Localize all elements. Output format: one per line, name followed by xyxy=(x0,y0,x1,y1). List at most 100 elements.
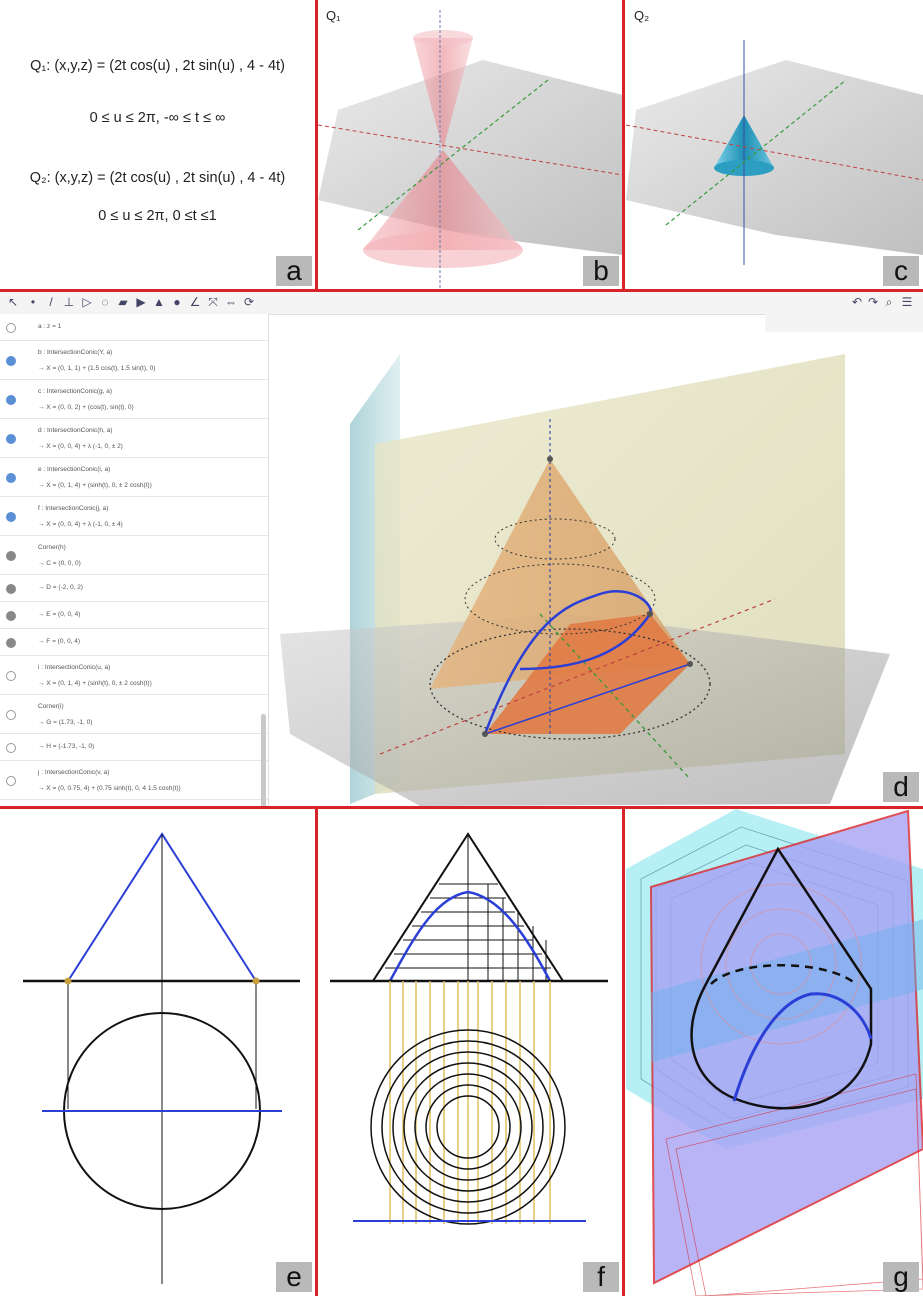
panel-b-title: Q₁ xyxy=(326,8,341,23)
panel-f-tag: f xyxy=(583,1262,619,1292)
algebra-row[interactable]: Corner(i) → G = (1.73, -1, 0) xyxy=(0,695,268,734)
circle-tool-icon[interactable]: ◌ xyxy=(101,295,109,309)
single-cone-3d-view xyxy=(626,40,923,265)
x-axis xyxy=(379,598,776,755)
undo-icon[interactable]: ↶ xyxy=(851,295,863,309)
menu-icon[interactable]: ☰ xyxy=(901,295,913,309)
q2-domain: 0 ≤ u ≤ 2π, 0 ≤t ≤1 xyxy=(98,208,217,224)
purple-plane xyxy=(649,809,923,1285)
hidden-arc xyxy=(710,964,857,985)
algebra-value: → X = (0, 1, 4) + (sinh(t), 0, ± 2 cosh(… xyxy=(38,482,152,489)
slider-tool-icon[interactable]: ⇔ xyxy=(225,295,237,309)
visibility-toggle-icon[interactable] xyxy=(6,473,16,483)
algebra-row[interactable]: b : IntersectionConic(Y, a) → X = (0, 1, … xyxy=(0,341,268,380)
orthographic-view-e xyxy=(23,832,300,1284)
algebra-value: → X = (0, 0.75, 4) + (0.75 sinh(t), 0, 4… xyxy=(38,785,181,792)
move-tool-icon[interactable]: ↖ xyxy=(7,295,19,309)
rotate-view-icon[interactable]: ⟳ xyxy=(243,295,255,309)
algebra-value: → E = (0, 0, 4) xyxy=(38,611,81,618)
visibility-toggle-icon[interactable] xyxy=(6,743,16,753)
vertical-construction xyxy=(467,834,547,981)
toolbar-mini xyxy=(765,314,923,332)
visibility-toggle-icon[interactable] xyxy=(6,671,16,681)
algebra-value: → G = (1.73, -1, 0) xyxy=(38,719,93,726)
perpendicular-tool-icon[interactable]: ⊥ xyxy=(63,295,75,309)
point-marker xyxy=(547,456,553,462)
algebra-value: → D = (-2, 0, 2) xyxy=(38,584,83,591)
point-marker xyxy=(252,977,260,985)
blue-band xyxy=(651,919,923,1063)
algebra-row[interactable]: → D = (-2, 0, 2) xyxy=(0,575,268,602)
algebra-definition: d : IntersectionConic(h, a) xyxy=(38,427,113,434)
angle-tool-icon[interactable]: ∠ xyxy=(189,295,201,309)
algebra-row[interactable]: i : IntersectionConic(u, a) → X = (0, 1, … xyxy=(0,656,268,695)
line-tool-icon[interactable]: / xyxy=(49,295,53,309)
algebra-value: → H = (-1.73, -1, 0) xyxy=(38,743,95,750)
sphere-tool-icon[interactable]: ● xyxy=(173,295,181,309)
reflect-tool-icon[interactable]: ⤧ xyxy=(208,295,218,309)
search-icon[interactable]: ⌕ xyxy=(885,295,893,309)
algebra-row[interactable]: j : IntersectionConic(v, a) → X = (0, 0.7… xyxy=(0,761,268,800)
visibility-toggle-icon[interactable] xyxy=(6,551,16,561)
visibility-toggle-icon[interactable] xyxy=(6,710,16,720)
algebra-row[interactable]: f : IntersectionConic(j, a) → X = (0, 0, … xyxy=(0,497,268,536)
algebra-value: → X = (0, 0, 4) + λ (-1, 0, ± 2) xyxy=(38,443,123,450)
algebra-row[interactable]: a : z = 1 xyxy=(0,314,268,341)
visibility-toggle-icon[interactable] xyxy=(6,434,16,444)
algebra-row[interactable]: → H = (-1.73, -1, 0) xyxy=(0,734,268,761)
visibility-toggle-icon[interactable] xyxy=(6,611,16,621)
panel-b-double-cone: Q₁ b xyxy=(318,0,623,290)
algebra-row[interactable]: → F = (0, 0, 4) xyxy=(0,629,268,656)
algebra-definition: j : IntersectionConic(v, a) xyxy=(38,769,110,776)
algebra-row[interactable]: → E = (0, 0, 4) xyxy=(0,602,268,629)
cut-line xyxy=(484,663,691,735)
panel-g-tag: g xyxy=(883,1262,919,1292)
divider xyxy=(315,806,318,1296)
visibility-toggle-icon[interactable] xyxy=(6,776,16,786)
upper-nappe xyxy=(413,38,473,150)
algebra-value: → X = (0, 1, 1) + (1.5 cos(t), 1.5 sin(t… xyxy=(38,365,156,372)
panel-b-tag: b xyxy=(583,256,619,286)
y-axis xyxy=(357,79,549,231)
orthographic-view-f xyxy=(330,832,608,1225)
visibility-toggle-icon[interactable] xyxy=(6,356,16,366)
divider xyxy=(315,0,318,291)
divider xyxy=(0,806,923,809)
algebra-row[interactable]: c : IntersectionConic(g, a) → X = (0, 0, … xyxy=(0,380,268,419)
visibility-toggle-icon[interactable] xyxy=(6,584,16,594)
y-axis xyxy=(665,79,847,226)
panel-c-title: Q₂ xyxy=(634,8,650,23)
prism-tool-icon[interactable]: ▶ xyxy=(136,295,146,309)
algebra-value: → C = (0, 0, 0) xyxy=(38,560,81,567)
plane-tool-icon[interactable]: ▰ xyxy=(118,295,128,309)
algebra-row[interactable]: d : IntersectionConic(h, a) → X = (0, 0, … xyxy=(0,419,268,458)
panel-d-geogebra: ↖ • / ⊥ ▷ ◌ ▰ ▶ ▲ ● ∠ ⤧ ⇔ ⟳ ↶ ↷ ⌕ ☰ a : … xyxy=(0,292,923,806)
toolbar: ↖ • / ⊥ ▷ ◌ ▰ ▶ ▲ ● ∠ ⤧ ⇔ ⟳ ↶ ↷ ⌕ ☰ xyxy=(0,292,923,315)
section-curve xyxy=(519,613,652,671)
graphics-3d-view xyxy=(280,314,923,806)
y-axis xyxy=(539,613,691,780)
point-marker xyxy=(482,731,488,737)
hyperbola-elevation xyxy=(388,890,552,982)
polygon-tool-icon[interactable]: ▷ xyxy=(82,295,92,309)
redo-icon[interactable]: ↷ xyxy=(867,295,879,309)
q2-equation: Q₂: (x,y,z) = (2t cos(u) , 2t sin(u) , 4… xyxy=(29,170,286,186)
divider xyxy=(622,0,625,291)
point-tool-icon[interactable]: • xyxy=(30,295,36,309)
panel-a-tag: a xyxy=(276,256,312,286)
visibility-toggle-icon[interactable] xyxy=(6,638,16,648)
algebra-row[interactable]: Corner(h) → C = (0, 0, 0) xyxy=(0,536,268,575)
x-axis xyxy=(626,124,923,181)
algebra-value: → X = (0, 0, 4) + λ (-1, 0, ± 4) xyxy=(38,521,123,528)
pyramid-tool-icon[interactable]: ▲ xyxy=(153,295,165,309)
cone-cut-face xyxy=(485,614,690,734)
panel-c-cone: Q₂ c xyxy=(626,0,923,290)
visibility-toggle-icon[interactable] xyxy=(6,512,16,522)
algebra-scrollbar[interactable] xyxy=(261,714,266,806)
panel-f-construction: f xyxy=(318,809,623,1296)
algebra-row[interactable]: e : IntersectionConic(i, a) → X = (0, 1, … xyxy=(0,458,268,497)
visibility-toggle-icon[interactable] xyxy=(6,395,16,405)
visibility-toggle-icon[interactable] xyxy=(6,323,16,333)
point-marker xyxy=(647,611,653,617)
algebra-definition: Corner(h) xyxy=(38,544,66,551)
